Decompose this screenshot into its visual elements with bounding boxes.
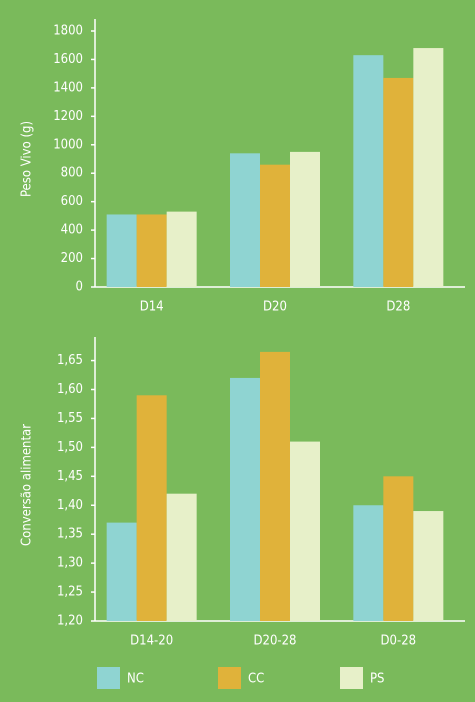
bar [260, 351, 290, 621]
y-tick-label: 1,55 [57, 411, 83, 426]
bar [260, 164, 290, 287]
x-tick-label: D14 [140, 300, 164, 315]
x-tick-label: D28 [386, 300, 410, 315]
legend-label: CC [248, 672, 264, 687]
y-tick-label: 1,65 [57, 353, 83, 368]
bar [230, 153, 260, 287]
bar [136, 395, 167, 621]
y-tick-label: 1000 [53, 137, 83, 152]
y-tick-label: 1,30 [57, 556, 83, 571]
bar [166, 211, 197, 287]
y-tick-label: 1,40 [57, 498, 83, 513]
bar [230, 377, 260, 621]
y-tick-label: 1200 [53, 109, 83, 124]
y-tick-label: 200 [61, 251, 83, 266]
bar [166, 493, 197, 621]
y-tick-label: 1,45 [57, 469, 83, 484]
bar [383, 476, 414, 621]
legend-label: NC [127, 672, 144, 687]
y-tick-label: 1800 [53, 24, 83, 39]
bar [136, 214, 167, 287]
bar [290, 441, 320, 621]
bar [353, 55, 384, 287]
y-tick-label: 1400 [53, 80, 83, 95]
y-tick-label: 1,60 [57, 382, 83, 397]
y-axis-label: Peso Vivo (g) [20, 121, 35, 197]
y-tick-label: 1,50 [57, 440, 83, 455]
y-axis-label: Conversão alimentar [20, 424, 35, 546]
legend-label: PS [370, 672, 384, 687]
bar [290, 151, 320, 287]
y-tick-label: 0 [76, 280, 83, 295]
legend-swatch [218, 667, 241, 689]
x-tick-label: D20 [263, 300, 287, 315]
y-tick-label: 1600 [53, 52, 83, 67]
bar [353, 505, 384, 621]
bar [413, 511, 444, 621]
bar [106, 214, 137, 287]
x-tick-label: D20-28 [254, 634, 297, 649]
bar [383, 77, 414, 287]
legend-swatch [97, 667, 120, 689]
x-tick-label: D0-28 [381, 634, 417, 649]
y-tick-label: 800 [61, 166, 83, 181]
legend-swatch [340, 667, 363, 689]
x-tick-label: D14-20 [130, 634, 173, 649]
y-tick-label: 400 [61, 223, 83, 238]
bar [413, 48, 444, 287]
y-tick-label: 1,20 [57, 614, 83, 629]
y-tick-label: 600 [61, 194, 83, 209]
y-tick-label: 1,25 [57, 585, 83, 600]
y-tick-label: 1,35 [57, 527, 83, 542]
bar [106, 522, 137, 621]
